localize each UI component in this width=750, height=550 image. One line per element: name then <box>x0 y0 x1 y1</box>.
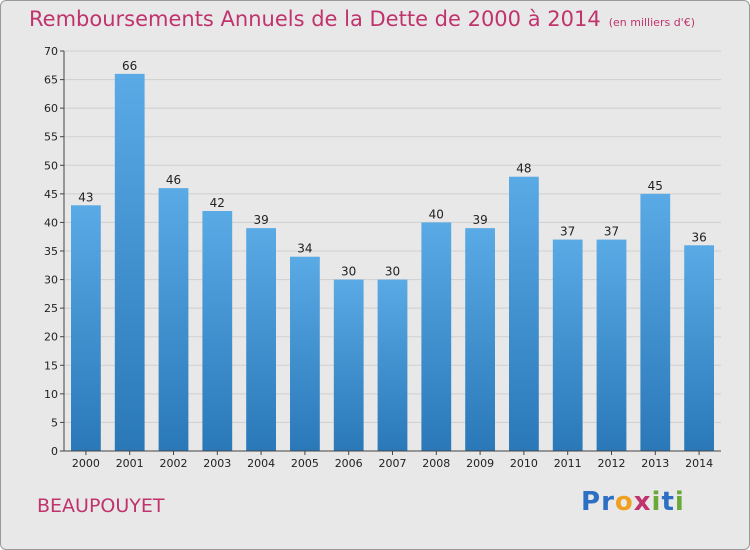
bar <box>640 193 671 451</box>
y-tick-label: 70 <box>44 45 58 58</box>
y-tick-label: 40 <box>44 216 58 229</box>
y-tick-label: 30 <box>44 274 58 287</box>
axes <box>60 50 721 455</box>
bars <box>71 73 714 451</box>
bar-value-label: 42 <box>210 196 225 210</box>
bar-value-label: 37 <box>560 225 575 239</box>
x-tick-label: 2011 <box>554 457 582 470</box>
logo-letter: i <box>651 487 662 517</box>
bar-value-label: 45 <box>648 179 663 193</box>
y-tick-label: 25 <box>44 302 58 315</box>
bar <box>158 188 189 451</box>
x-tick-label: 2008 <box>422 457 450 470</box>
bar-value-label: 40 <box>429 207 444 221</box>
logo-letter: t <box>661 487 675 517</box>
bar-value-label: 37 <box>604 225 619 239</box>
bar <box>552 239 583 451</box>
y-tick-label: 35 <box>44 245 58 258</box>
bar-value-label: 46 <box>166 173 181 187</box>
x-tick-label: 2004 <box>247 457 275 470</box>
bar-value-label: 39 <box>472 213 487 227</box>
bar-value-label: 48 <box>516 162 531 176</box>
bar-value-label: 39 <box>253 213 268 227</box>
y-tick-label: 45 <box>44 188 58 201</box>
y-tick-label: 10 <box>44 388 58 401</box>
y-tick-label: 20 <box>44 331 58 344</box>
x-tick-label: 2000 <box>72 457 100 470</box>
y-tick-label: 65 <box>44 74 58 87</box>
bar-value-label: 66 <box>122 59 137 73</box>
logo-letter: r <box>601 487 615 517</box>
x-tick-label: 2014 <box>685 457 713 470</box>
bar-value-label: 43 <box>78 190 93 204</box>
bar <box>71 205 101 451</box>
y-tick-label: 15 <box>44 359 58 372</box>
y-tick-label: 55 <box>44 131 58 144</box>
bar <box>202 211 233 451</box>
x-tick-label: 2013 <box>641 457 669 470</box>
y-tick-label: 60 <box>44 102 58 115</box>
bar <box>465 228 495 451</box>
x-tick-label: 2009 <box>466 457 494 470</box>
bar <box>596 239 627 451</box>
commune-name: BEAUPOUYET <box>37 495 165 517</box>
bar-value-label: 34 <box>297 242 312 256</box>
logo-letter: x <box>633 487 652 517</box>
logo-letter: P <box>581 487 602 517</box>
proxiti-logo: Proxiti <box>581 487 685 517</box>
title-text: Remboursements Annuels de la Dette de 20… <box>29 7 601 31</box>
bar <box>290 256 320 451</box>
chart-title: Remboursements Annuels de la Dette de 20… <box>29 7 695 31</box>
x-tick-label: 2012 <box>598 457 626 470</box>
x-tick-label: 2010 <box>510 457 538 470</box>
x-tick-label: 2003 <box>203 457 231 470</box>
bar <box>509 176 539 451</box>
bar <box>421 222 452 451</box>
bar <box>246 228 276 451</box>
y-tick-label: 5 <box>51 416 58 429</box>
bar <box>114 73 145 451</box>
bar-value-label: 36 <box>691 230 706 244</box>
bar <box>377 279 408 451</box>
x-tick-label: 2005 <box>291 457 319 470</box>
labels: 0 5 10 15 20 25 30 35 40 45 50 55 60 65 70 43 2000 66 2001… <box>44 45 713 470</box>
bar-value-label: 30 <box>385 265 400 279</box>
y-tick-label: 50 <box>44 159 58 172</box>
x-tick-label: 2001 <box>116 457 144 470</box>
logo-letter: o <box>614 487 634 517</box>
x-tick-label: 2006 <box>335 457 363 470</box>
y-tick-label: 0 <box>51 445 58 458</box>
bar <box>333 279 364 451</box>
logo-letter: i <box>674 487 685 517</box>
x-tick-label: 2002 <box>160 457 188 470</box>
bar-value-label: 30 <box>341 265 356 279</box>
unit-label: (en milliers d'€) <box>608 16 695 29</box>
x-tick-label: 2007 <box>379 457 407 470</box>
bar <box>684 245 714 451</box>
